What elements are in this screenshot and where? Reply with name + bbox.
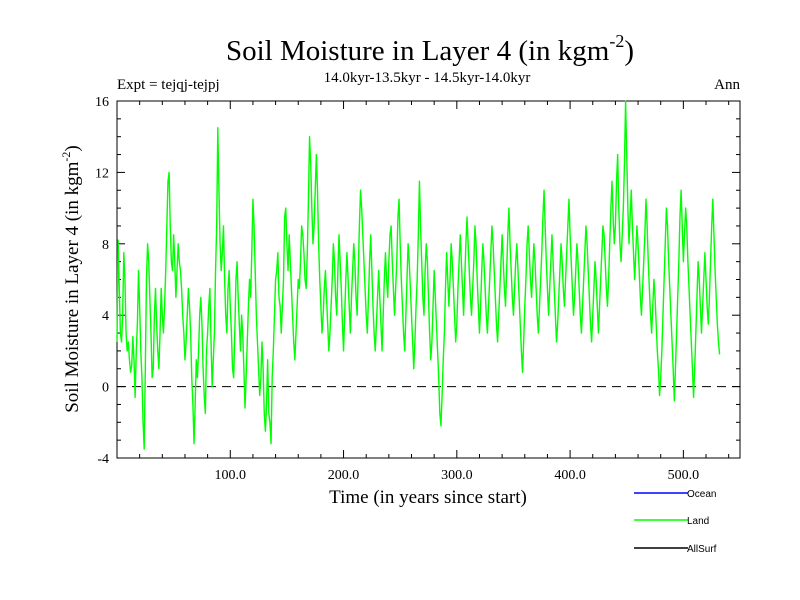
ylabel-close: ) bbox=[62, 145, 83, 151]
series-group bbox=[116, 100, 721, 450]
title-main: Soil Moisture in Layer 4 (in kgm bbox=[226, 35, 610, 67]
ylabel-main: Soil Moisture in Layer 4 (in kgm bbox=[62, 161, 83, 412]
chart-title: Soil Moisture in Layer 4 (in kgm-2) bbox=[226, 31, 634, 67]
x-axis-ticks: 100.0 200.0 300.0 400.0 500.0 bbox=[139, 101, 730, 483]
y-axis-label: Soil Moisture in Layer 4 (in kgm-2) bbox=[59, 145, 83, 413]
title-superscript: -2 bbox=[609, 31, 624, 51]
x-tick-label: 200.0 bbox=[328, 468, 360, 483]
y-tick-label: 4 bbox=[102, 309, 109, 324]
x-tick-label: 300.0 bbox=[441, 468, 473, 483]
legend-label-ocean: Ocean bbox=[687, 489, 716, 500]
x-tick-label: 500.0 bbox=[668, 468, 700, 483]
season-label: Ann bbox=[714, 77, 740, 93]
legend-label-land: Land bbox=[687, 516, 709, 527]
ylabel-superscript: -2 bbox=[59, 152, 73, 162]
expt-label: Expt = tejqj-tejpj bbox=[117, 77, 220, 93]
chart-subtitle: 14.0kyr-13.5kyr - 14.5kyr-14.0kyr bbox=[324, 70, 531, 86]
legend-label-allsurf: AllSurf bbox=[687, 544, 717, 555]
series-line-land bbox=[116, 100, 721, 450]
title-close: ) bbox=[624, 35, 634, 67]
legend: Ocean Land AllSurf bbox=[634, 489, 717, 555]
x-axis-label: Time (in years since start) bbox=[329, 487, 527, 508]
y-tick-label: 16 bbox=[95, 95, 109, 110]
x-tick-label: 400.0 bbox=[554, 468, 586, 483]
y-tick-label: -4 bbox=[97, 452, 109, 467]
y-tick-label: 0 bbox=[102, 381, 109, 396]
x-tick-label: 100.0 bbox=[215, 468, 247, 483]
y-tick-label: 8 bbox=[102, 238, 109, 253]
y-tick-label: 12 bbox=[95, 166, 109, 181]
